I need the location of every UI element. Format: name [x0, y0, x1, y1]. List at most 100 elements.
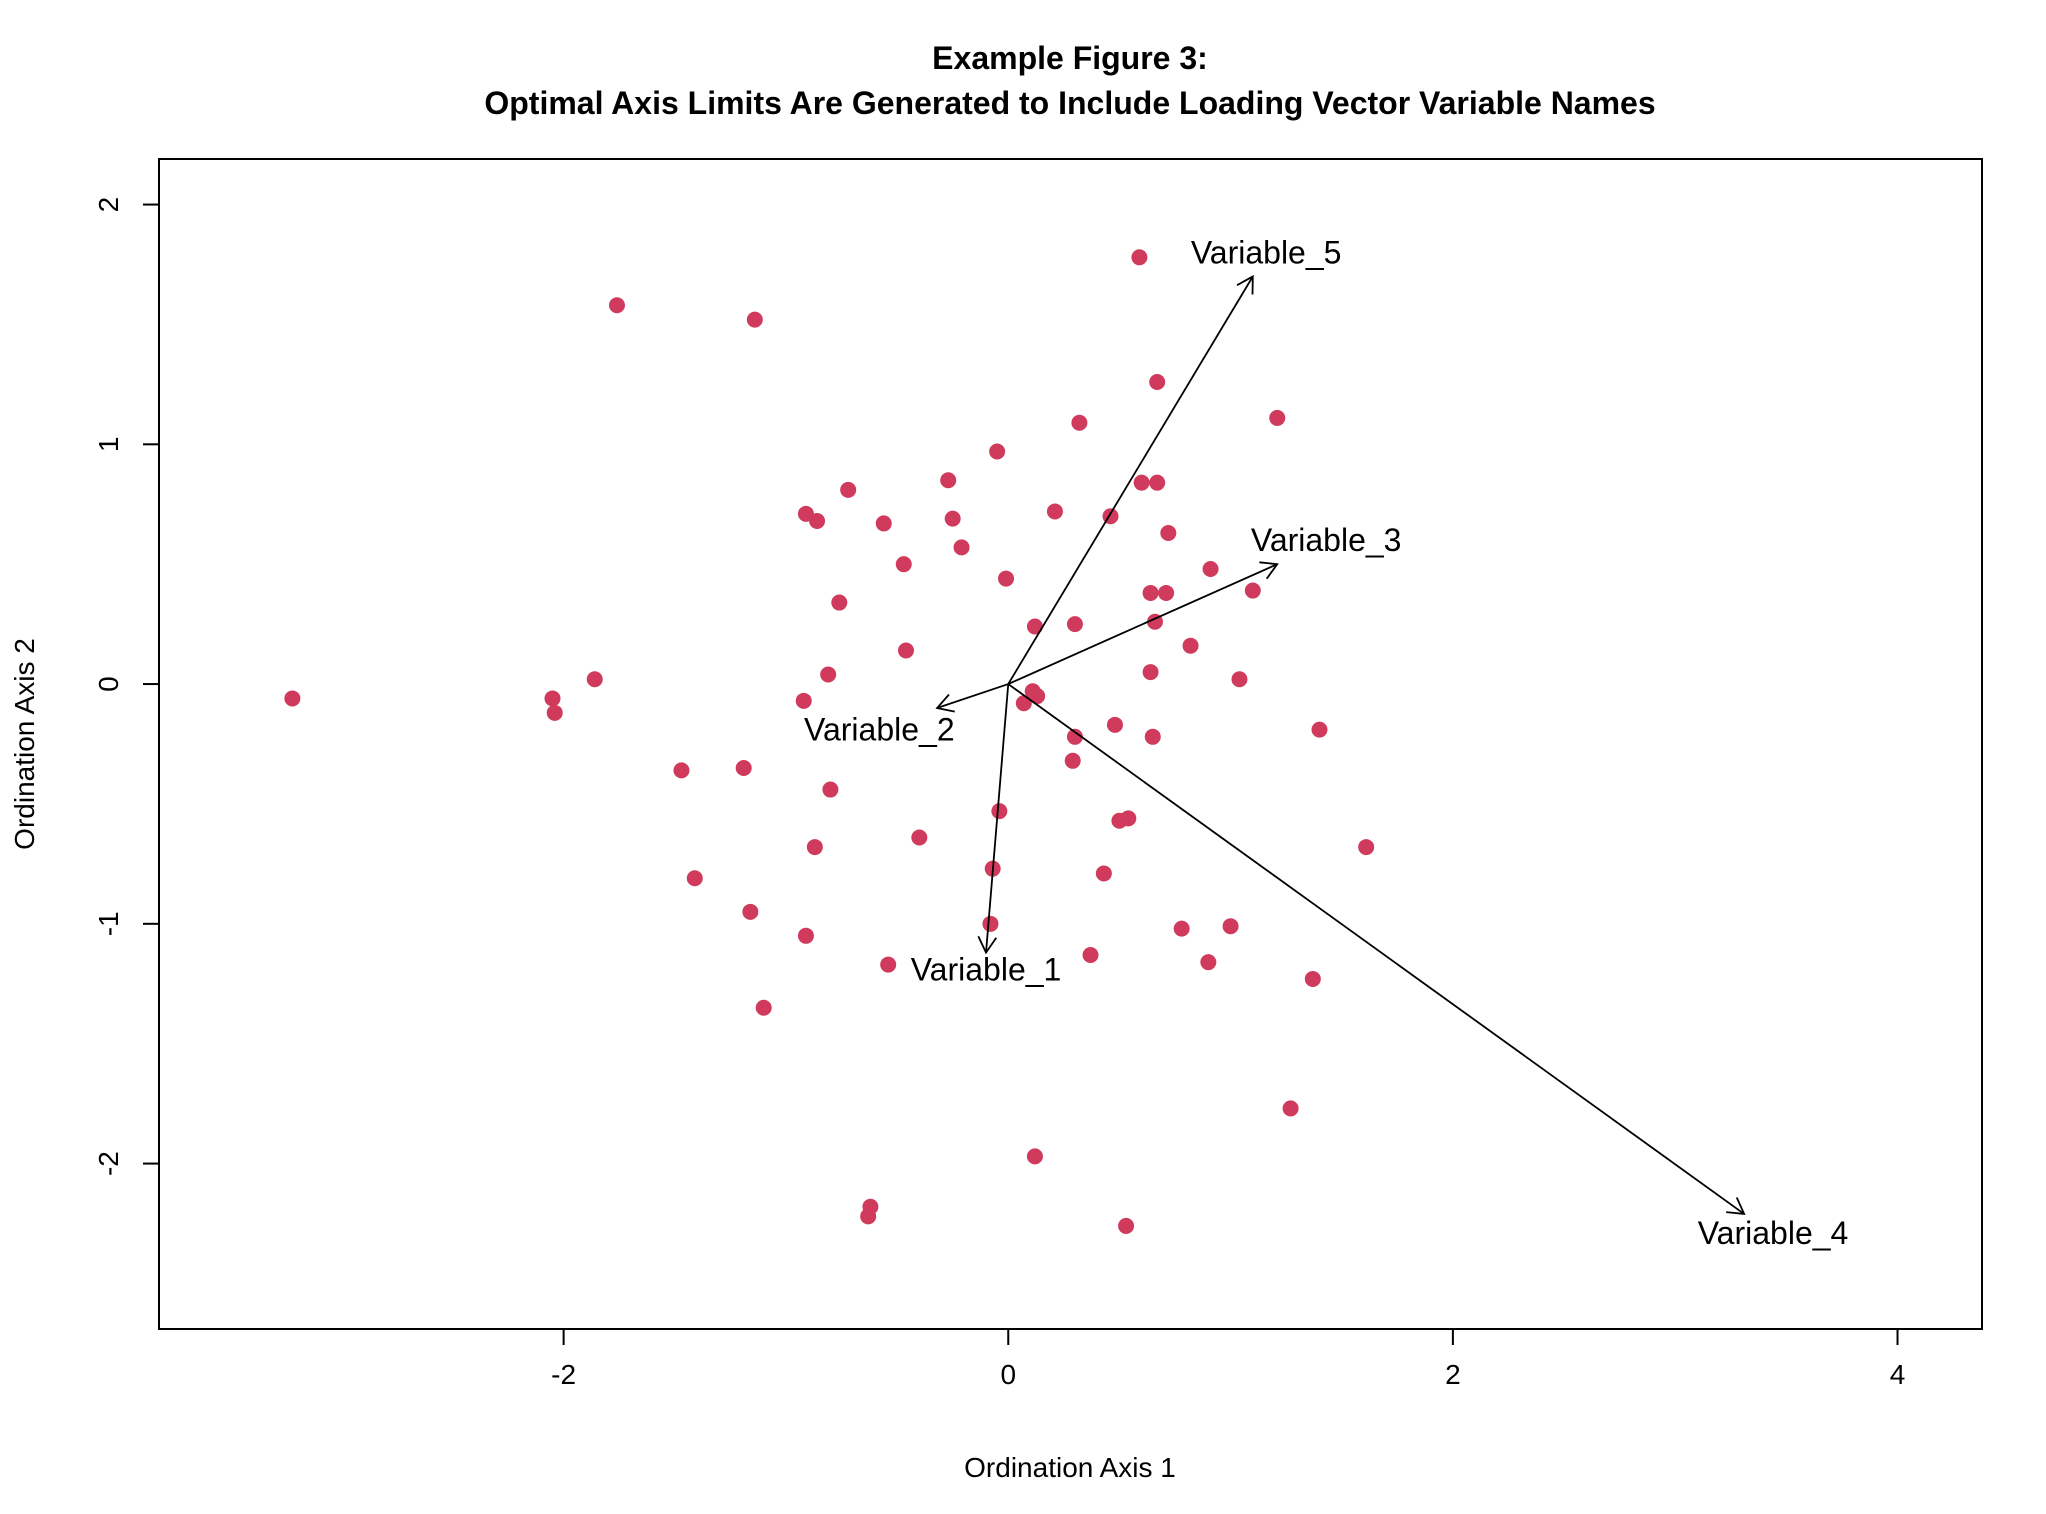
loading-vector-line	[1007, 683, 1745, 1215]
data-point	[1202, 560, 1219, 577]
y-axis-label: Ordination Axis 2	[9, 638, 40, 850]
data-point	[822, 781, 839, 798]
data-point	[673, 762, 690, 779]
loading-vector-line	[936, 683, 1009, 709]
data-point	[1269, 409, 1286, 426]
data-point	[1149, 373, 1166, 390]
data-point	[1133, 474, 1150, 491]
chart-title: Example Figure 3:	[932, 40, 1208, 76]
loading-vector-label: Variable_5	[1191, 235, 1342, 271]
loading-vector-arrowhead	[1726, 1197, 1746, 1215]
y-tick-label: -2	[93, 1151, 124, 1176]
data-point	[1244, 582, 1261, 599]
data-point	[746, 311, 763, 328]
y-tick-label: 2	[93, 197, 124, 213]
loading-vectors: Variable_1 Variable_2 Variable_3 Variable_4…	[804, 235, 1848, 1252]
data-point	[1173, 920, 1190, 937]
data-point	[1026, 1148, 1043, 1165]
y-axis: -2 -1 0 1 2	[93, 197, 160, 1176]
data-point	[797, 927, 814, 944]
data-point	[982, 915, 999, 932]
data-point	[911, 829, 928, 846]
data-point	[1222, 918, 1239, 935]
data-point	[1118, 1217, 1135, 1234]
data-point	[755, 999, 772, 1016]
data-point	[1071, 414, 1088, 431]
data-point	[1029, 688, 1046, 705]
data-point	[608, 297, 625, 314]
x-axis: -2 0 2 4	[551, 1328, 1906, 1390]
x-tick-label: -2	[551, 1359, 576, 1390]
data-point	[895, 556, 912, 573]
data-point	[1131, 249, 1148, 266]
loading-vector-label: Variable_1	[911, 951, 1062, 987]
data-point	[809, 513, 826, 530]
data-point	[944, 510, 961, 527]
data-point	[1282, 1100, 1299, 1117]
loading-vector-line	[1007, 276, 1254, 685]
data-point	[795, 692, 812, 709]
y-tick-label: 1	[93, 437, 124, 453]
data-point	[686, 870, 703, 887]
x-axis-label: Ordination Axis 1	[964, 1452, 1176, 1483]
data-point	[897, 642, 914, 659]
data-point	[1144, 728, 1161, 745]
loading-vector-line	[1007, 563, 1278, 685]
scatter-points	[284, 249, 1375, 1234]
data-point	[880, 956, 897, 973]
data-point	[735, 759, 752, 776]
data-point	[742, 903, 759, 920]
data-point	[1311, 721, 1328, 738]
loading-vector-arrowhead	[1259, 561, 1279, 580]
data-point	[940, 472, 957, 489]
loading-vector-arrowhead	[977, 935, 998, 955]
loading-vector-arrowhead	[1236, 274, 1254, 295]
loading-vector-label: Variable_2	[804, 712, 955, 748]
x-tick-label: 2	[1445, 1359, 1461, 1390]
loading-vector-arrowhead	[935, 693, 955, 713]
data-point	[840, 481, 857, 498]
data-point	[284, 690, 301, 707]
data-point	[1120, 810, 1137, 827]
data-point	[1046, 503, 1063, 520]
data-point	[1066, 616, 1083, 633]
data-point	[1304, 970, 1321, 987]
data-point	[1106, 716, 1123, 733]
data-point	[989, 443, 1006, 460]
data-point	[1182, 637, 1199, 654]
data-point	[544, 690, 561, 707]
plot-frame	[158, 158, 1983, 1330]
y-tick-label: -1	[93, 911, 124, 936]
data-point	[1082, 946, 1099, 963]
data-point	[820, 666, 837, 683]
data-point	[546, 704, 563, 721]
data-point	[1142, 584, 1159, 601]
loading-vector-line	[985, 683, 1010, 953]
data-point	[1158, 584, 1175, 601]
data-point	[875, 515, 892, 532]
chart-subtitle: Optimal Axis Limits Are Generated to Inc…	[484, 85, 1655, 121]
data-point	[1026, 618, 1043, 635]
data-point	[1142, 664, 1159, 681]
loading-vector-label: Variable_4	[1698, 1215, 1849, 1251]
data-point	[806, 839, 823, 856]
data-point	[1358, 839, 1375, 856]
data-point	[1149, 474, 1166, 491]
data-point	[953, 539, 970, 556]
data-point	[1160, 525, 1177, 542]
data-point	[586, 671, 603, 688]
data-point	[1200, 954, 1217, 971]
loading-vector-label: Variable_3	[1251, 522, 1402, 558]
data-point	[831, 594, 848, 611]
data-point	[860, 1208, 877, 1225]
data-point	[1231, 671, 1248, 688]
x-tick-label: 0	[1000, 1359, 1016, 1390]
data-point	[991, 803, 1008, 820]
data-point	[998, 570, 1015, 587]
data-point	[1095, 865, 1112, 882]
x-tick-label: 4	[1890, 1359, 1906, 1390]
data-point	[1064, 752, 1081, 769]
y-tick-label: 0	[93, 676, 124, 692]
data-point	[1066, 728, 1083, 745]
